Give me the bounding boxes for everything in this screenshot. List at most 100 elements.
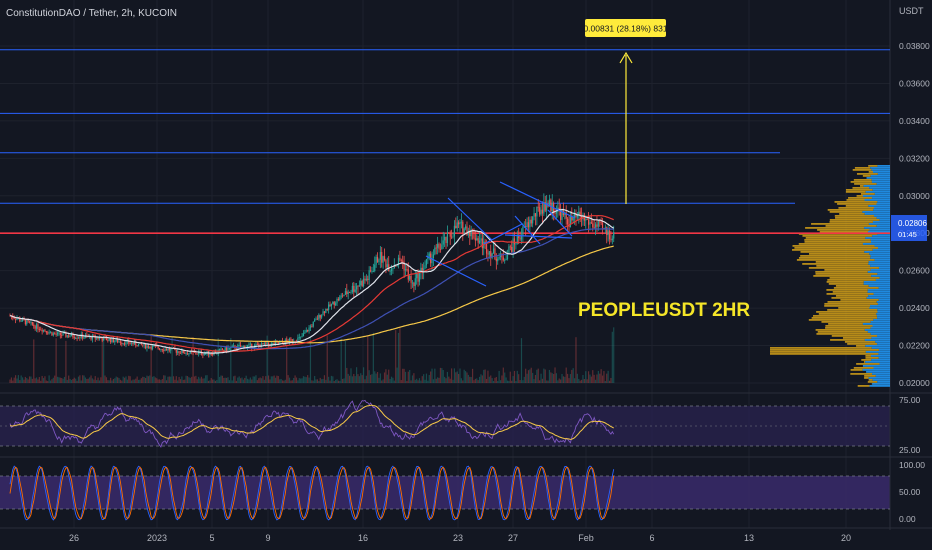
candle-body[interactable] [382,256,384,263]
candle-body[interactable] [376,256,379,263]
candles[interactable] [9,193,615,359]
candle-body[interactable] [82,334,84,339]
candle-body[interactable] [413,282,415,287]
candle-body[interactable] [571,216,573,221]
candle-body[interactable] [421,267,423,273]
candle-body[interactable] [205,353,207,354]
candle-body[interactable] [179,353,182,354]
candle-body[interactable] [594,224,597,228]
candle-body[interactable] [586,218,588,220]
candle-body[interactable] [502,257,504,261]
candle-body[interactable] [121,342,123,344]
candle-body[interactable] [309,326,312,328]
candle-body[interactable] [611,238,613,241]
candle-body[interactable] [13,317,15,319]
candle-body[interactable] [164,349,166,351]
candle-body[interactable] [301,336,303,337]
candle-body[interactable] [463,228,465,234]
candle-body[interactable] [336,299,338,304]
candle-body[interactable] [34,326,36,329]
candle-body[interactable] [308,327,310,332]
candle-body[interactable] [42,329,45,332]
candle-body[interactable] [304,332,306,334]
candle-body[interactable] [91,335,94,340]
candle-body[interactable] [249,343,251,345]
candle-body[interactable] [206,350,208,354]
candle-body[interactable] [395,265,397,267]
candle-body[interactable] [184,353,186,354]
candle-body[interactable] [409,275,411,280]
candle-body[interactable] [170,348,172,351]
candle-body[interactable] [195,352,197,354]
candle-body[interactable] [501,253,503,258]
candle-body[interactable] [459,222,461,225]
candle-body[interactable] [357,286,359,288]
candle-body[interactable] [411,282,414,284]
candle-body[interactable] [98,337,101,339]
candle-body[interactable] [474,238,476,241]
candle-body[interactable] [177,351,179,353]
candle-body[interactable] [477,238,479,243]
candle-body[interactable] [51,331,53,336]
candle-body[interactable] [298,337,300,338]
candle-body[interactable] [66,335,68,337]
candle-body[interactable] [360,280,362,286]
candle-body[interactable] [428,253,430,257]
candle-body[interactable] [442,240,444,245]
candle-body[interactable] [44,329,46,331]
candle-body[interactable] [107,340,109,341]
candle-body[interactable] [481,238,483,249]
candle-body[interactable] [369,270,372,272]
candle-body[interactable] [235,348,237,350]
candle-body[interactable] [68,335,70,337]
candle-body[interactable] [100,337,102,339]
candle-body[interactable] [469,230,471,237]
candle-body[interactable] [569,216,571,228]
candle-body[interactable] [368,270,370,280]
candle-body[interactable] [473,231,475,239]
candle-body[interactable] [231,345,233,348]
candle-body[interactable] [364,278,366,281]
candle-body[interactable] [533,213,535,217]
candle-body[interactable] [241,345,243,347]
candle-body[interactable] [233,345,235,347]
candle-body[interactable] [77,337,80,339]
candle-body[interactable] [593,227,595,228]
candle-body[interactable] [508,246,510,254]
candle-body[interactable] [385,259,387,268]
candle-body[interactable] [279,342,281,344]
candle-body[interactable] [498,257,500,259]
candle-body[interactable] [319,314,321,318]
candle-body[interactable] [156,345,158,347]
candle-body[interactable] [35,324,38,329]
candle-body[interactable] [40,329,42,331]
candle-body[interactable] [242,345,244,347]
candle-body[interactable] [154,345,156,347]
candle-body[interactable] [350,292,352,293]
candle-body[interactable] [326,309,328,311]
candle-body[interactable] [328,304,330,311]
candle-body[interactable] [142,344,144,346]
candle-body[interactable] [414,278,416,287]
candle-body[interactable] [509,246,511,248]
candle-body[interactable] [457,222,460,225]
candle-body[interactable] [399,257,401,261]
candle-body[interactable] [153,345,155,347]
candle-body[interactable] [505,259,507,261]
candle-body[interactable] [315,318,317,320]
candle-body[interactable] [446,232,449,244]
symbol-title[interactable]: ConstitutionDAO / Tether, 2h, KUCOIN [6,8,177,19]
candle-body[interactable] [579,211,581,217]
candle-body[interactable] [390,268,393,272]
candle-body[interactable] [150,347,152,350]
candle-body[interactable] [420,267,422,272]
candle-body[interactable] [487,253,489,255]
candle-body[interactable] [339,296,341,301]
candle-body[interactable] [276,341,278,343]
candle-body[interactable] [402,260,404,262]
candle-body[interactable] [490,251,492,258]
candle-body[interactable] [537,206,539,208]
candle-body[interactable] [167,348,169,351]
candle-body[interactable] [193,351,196,353]
candle-body[interactable] [381,252,383,263]
